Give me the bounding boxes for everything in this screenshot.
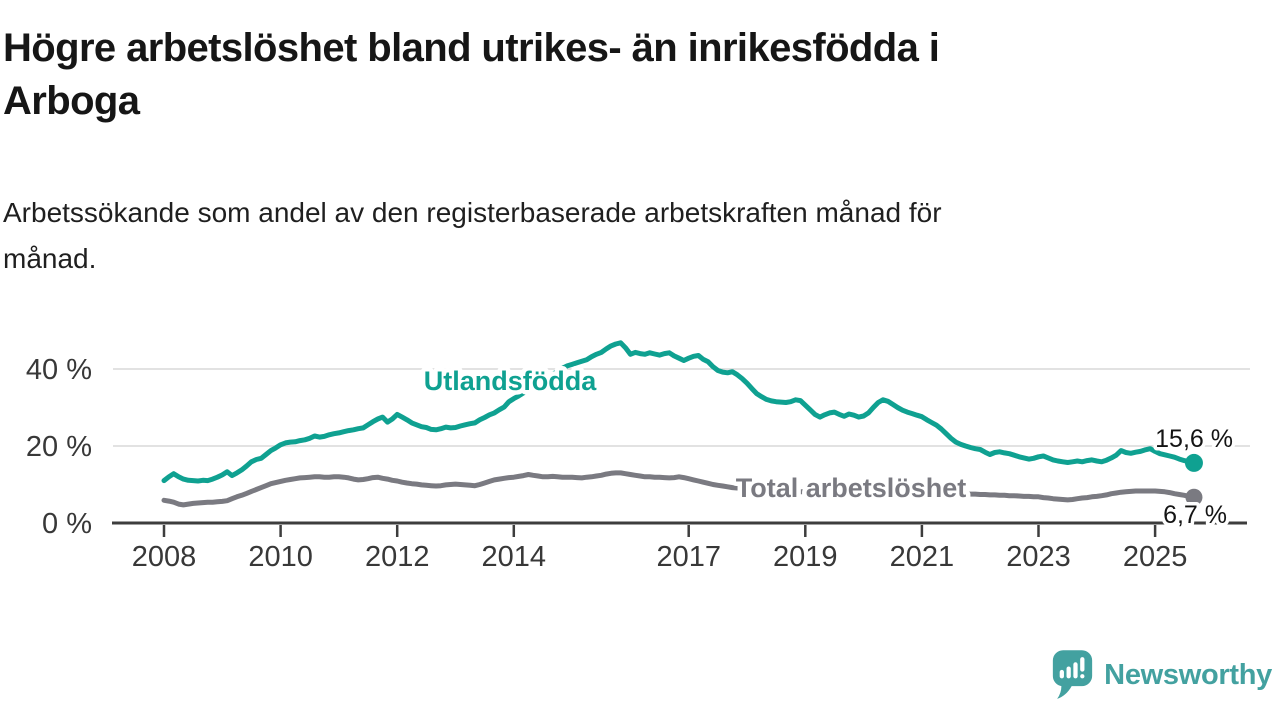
x-tick-label: 2019 <box>773 541 838 573</box>
series-label-1: Total arbetslöshet <box>736 473 967 503</box>
series-line-1 <box>161 470 1197 508</box>
x-tick-label: 2012 <box>365 541 430 573</box>
y-tick-label: 0 % <box>42 508 92 540</box>
title-line-1: Högre arbetslöshet bland utrikes- än inr… <box>3 26 940 70</box>
newsworthy-logo-icon <box>1053 650 1093 699</box>
subtitle-line-1: Arbetssökande som andel av den registerb… <box>3 197 942 228</box>
series-label-0: Utlandsfödda <box>424 366 597 396</box>
chart-header: Högre arbetslöshet bland utrikes- än inr… <box>3 22 1273 274</box>
x-tick-label: 2025 <box>1123 541 1188 573</box>
x-tick-label: 2017 <box>656 541 721 573</box>
series-end-label-0: 15,6 % <box>1155 425 1233 453</box>
series-end-label-1: 6,7 % <box>1163 501 1227 529</box>
y-tick-label: 20 % <box>26 431 92 463</box>
newsworthy-branding: Newsworthy <box>1052 646 1272 704</box>
chart-subtitle: Arbetssökande som andel av den registerb… <box>3 190 1273 282</box>
x-tick-label: 2010 <box>248 541 313 573</box>
title-line-2: Arboga <box>3 79 140 123</box>
x-tick-label: 2014 <box>482 541 547 573</box>
x-tick-label: 2021 <box>890 541 955 573</box>
brand-name: Newsworthy <box>1104 658 1272 691</box>
x-tick-label: 2023 <box>1006 541 1071 573</box>
subtitle-line-2: månad. <box>3 243 97 274</box>
series-end-dot-0 <box>1184 453 1203 472</box>
series-line-0 <box>161 340 1197 484</box>
y-tick-label: 40 % <box>26 354 92 386</box>
x-tick-label: 2008 <box>132 541 197 573</box>
series-end-dot-1 <box>1185 488 1203 506</box>
page-title: Högre arbetslöshet bland utrikes- än inr… <box>3 22 1273 128</box>
